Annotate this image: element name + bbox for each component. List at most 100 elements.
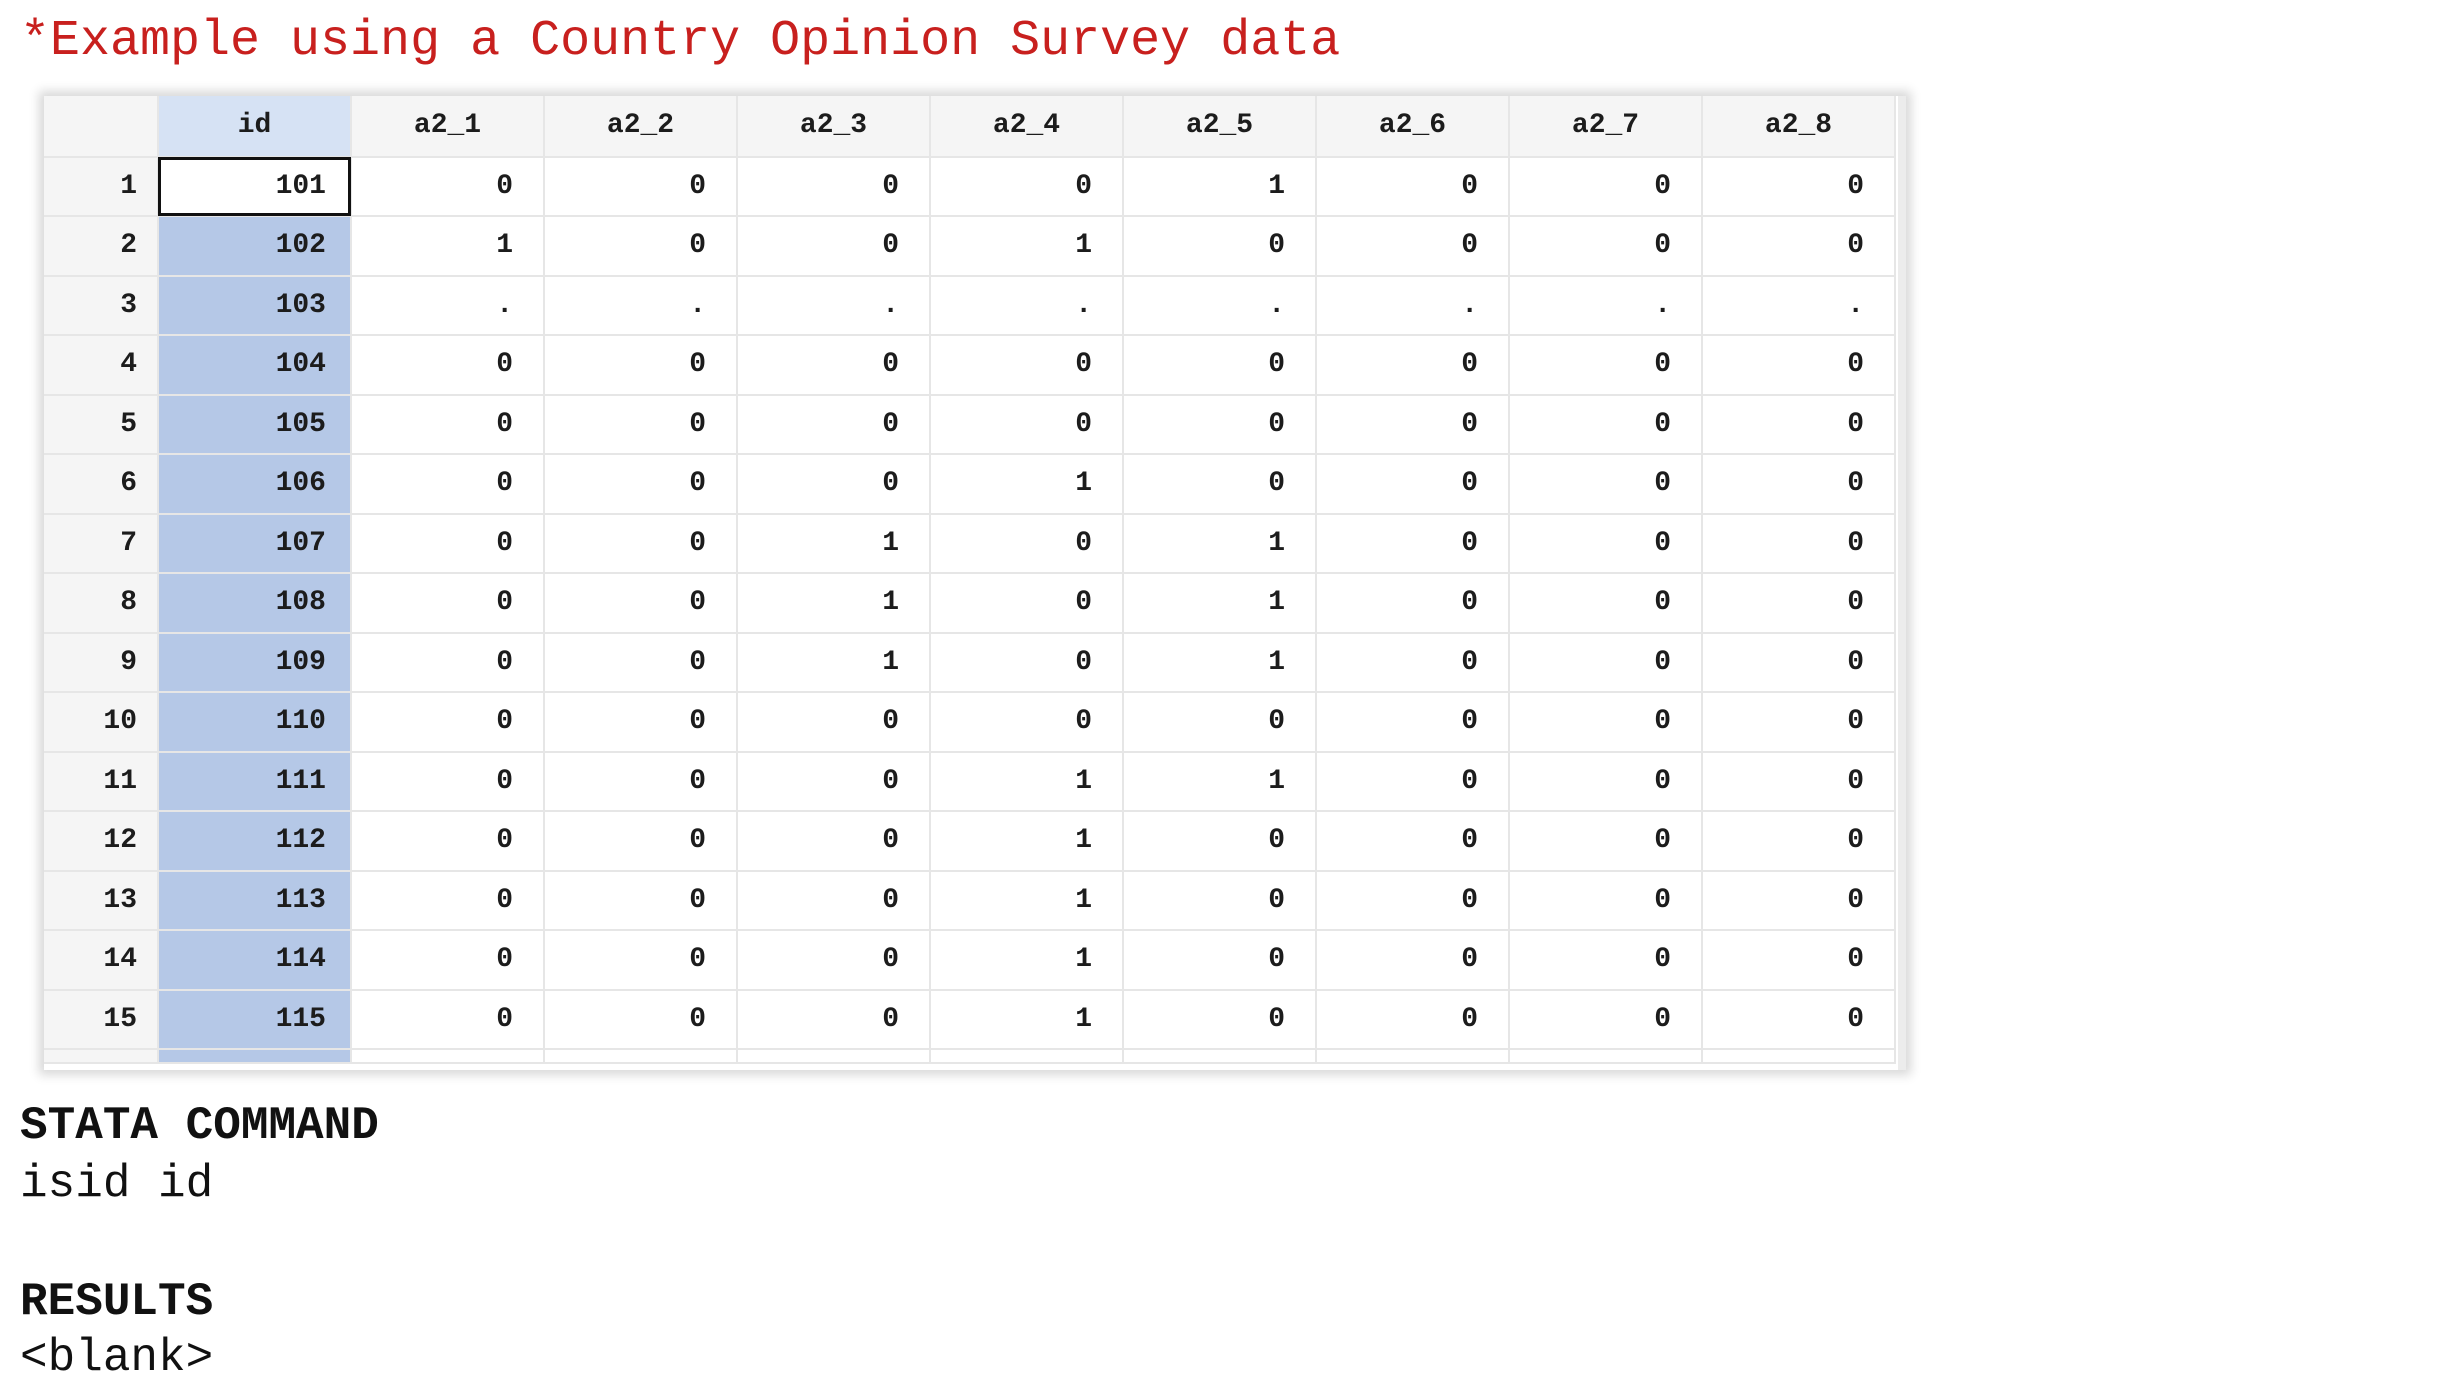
data-cell[interactable]: 1 — [737, 573, 931, 634]
data-cell[interactable]: 0 — [737, 989, 931, 1050]
column-header-a2-1[interactable]: a2_1 — [351, 96, 545, 158]
data-cell[interactable]: 0 — [544, 930, 738, 991]
data-cell[interactable]: 0 — [1702, 454, 1896, 515]
data-cell[interactable]: 0 — [1316, 870, 1510, 931]
data-cell[interactable]: 0 — [351, 632, 545, 693]
data-cell[interactable]: 0 — [737, 394, 931, 455]
id-cell[interactable]: 106 — [158, 454, 352, 515]
data-cell[interactable]: 0 — [1702, 513, 1896, 574]
data-cell[interactable]: 1 — [930, 811, 1124, 872]
data-cell[interactable]: 0 — [351, 573, 545, 634]
data-cell[interactable]: 1 — [1123, 513, 1317, 574]
data-cell[interactable]: 0 — [351, 751, 545, 812]
id-cell[interactable]: 111 — [158, 751, 352, 812]
data-cell[interactable]: 0 — [544, 454, 738, 515]
id-cell[interactable]: 108 — [158, 573, 352, 634]
row-number[interactable]: 12 — [44, 811, 159, 872]
data-cell[interactable]: 1 — [351, 216, 545, 277]
data-cell[interactable]: 0 — [1509, 513, 1703, 574]
data-cell[interactable]: . — [930, 275, 1124, 336]
data-cell[interactable]: 0 — [737, 870, 931, 931]
data-cell[interactable]: 0 — [1316, 692, 1510, 753]
data-cell[interactable]: 0 — [1509, 454, 1703, 515]
data-cell[interactable]: . — [1123, 275, 1317, 336]
data-cell[interactable]: 0 — [1702, 335, 1896, 396]
data-cell[interactable]: 0 — [544, 513, 738, 574]
data-cell[interactable]: 0 — [351, 930, 545, 991]
data-cell[interactable]: 0 — [1509, 811, 1703, 872]
data-cell[interactable]: 0 — [1123, 335, 1317, 396]
id-cell[interactable]: 114 — [158, 930, 352, 991]
data-cell[interactable]: 0 — [1316, 573, 1510, 634]
data-cell[interactable]: 1 — [1123, 751, 1317, 812]
data-cell[interactable]: 1 — [930, 989, 1124, 1050]
row-number[interactable]: 2 — [44, 216, 159, 277]
data-cell[interactable]: 0 — [1316, 454, 1510, 515]
data-cell[interactable]: 0 — [1509, 870, 1703, 931]
row-number[interactable]: 14 — [44, 930, 159, 991]
row-number[interactable]: 10 — [44, 692, 159, 753]
id-cell[interactable]: 113 — [158, 870, 352, 931]
data-cell[interactable]: 0 — [1316, 811, 1510, 872]
data-cell[interactable]: 0 — [351, 335, 545, 396]
data-cell[interactable]: 0 — [544, 156, 738, 217]
data-cell[interactable]: 0 — [1509, 989, 1703, 1050]
column-header-a2-7[interactable]: a2_7 — [1509, 96, 1703, 158]
data-cell[interactable]: 0 — [1509, 692, 1703, 753]
data-cell[interactable]: 0 — [1123, 870, 1317, 931]
data-cell[interactable]: 0 — [930, 632, 1124, 693]
data-cell[interactable]: 0 — [1702, 156, 1896, 217]
id-cell[interactable]: 104 — [158, 335, 352, 396]
column-header-a2-4[interactable]: a2_4 — [930, 96, 1124, 158]
data-cell[interactable]: 0 — [1123, 454, 1317, 515]
data-cell[interactable]: 0 — [351, 989, 545, 1050]
data-cell[interactable]: 1 — [737, 513, 931, 574]
data-cell[interactable]: 0 — [737, 156, 931, 217]
data-cell[interactable]: 0 — [351, 394, 545, 455]
data-cell[interactable]: . — [1316, 275, 1510, 336]
data-cell[interactable]: 0 — [351, 156, 545, 217]
row-number[interactable]: 8 — [44, 573, 159, 634]
data-editor-grid[interactable]: id a2_1 a2_2 a2_3 a2_4 a2_5 a2_6 a2_7 a2… — [44, 96, 1906, 1070]
data-cell[interactable]: 0 — [1702, 870, 1896, 931]
data-cell[interactable]: 1 — [930, 454, 1124, 515]
column-header-id[interactable]: id — [158, 96, 352, 158]
data-cell[interactable]: 0 — [1702, 989, 1896, 1050]
data-cell[interactable]: 0 — [1509, 632, 1703, 693]
data-cell[interactable]: 1 — [1123, 573, 1317, 634]
data-cell[interactable]: 1 — [1123, 156, 1317, 217]
data-cell[interactable]: 0 — [1509, 751, 1703, 812]
column-header-a2-8[interactable]: a2_8 — [1702, 96, 1896, 158]
data-cell[interactable]: 0 — [1509, 394, 1703, 455]
data-cell[interactable]: 0 — [1509, 930, 1703, 991]
data-cell[interactable]: 0 — [1316, 632, 1510, 693]
data-cell[interactable]: 0 — [544, 870, 738, 931]
corner-cell[interactable] — [44, 96, 159, 158]
row-number[interactable]: 3 — [44, 275, 159, 336]
data-cell[interactable]: 0 — [737, 930, 931, 991]
vertical-scrollbar[interactable] — [1898, 96, 1906, 1070]
row-number[interactable]: 15 — [44, 989, 159, 1050]
data-cell[interactable]: 0 — [1123, 692, 1317, 753]
data-cell[interactable]: 0 — [544, 394, 738, 455]
data-cell[interactable]: 0 — [737, 811, 931, 872]
data-cell[interactable]: 0 — [1702, 692, 1896, 753]
data-cell[interactable]: 0 — [1509, 216, 1703, 277]
data-cell[interactable]: . — [1509, 275, 1703, 336]
data-cell[interactable]: 0 — [1316, 989, 1510, 1050]
data-cell[interactable]: 1 — [930, 751, 1124, 812]
data-cell[interactable]: 0 — [544, 811, 738, 872]
id-cell[interactable]: 103 — [158, 275, 352, 336]
id-cell[interactable]: 102 — [158, 216, 352, 277]
data-cell[interactable]: 0 — [1316, 335, 1510, 396]
data-cell[interactable]: 0 — [1702, 930, 1896, 991]
data-cell[interactable]: 0 — [544, 632, 738, 693]
data-cell[interactable]: 1 — [1123, 632, 1317, 693]
data-cell[interactable]: 0 — [737, 751, 931, 812]
data-cell[interactable]: 0 — [737, 216, 931, 277]
selected-cell[interactable]: 101 — [158, 156, 352, 217]
data-cell[interactable]: 0 — [544, 692, 738, 753]
data-cell[interactable]: 1 — [737, 632, 931, 693]
row-number[interactable]: 5 — [44, 394, 159, 455]
data-cell[interactable]: 0 — [737, 454, 931, 515]
